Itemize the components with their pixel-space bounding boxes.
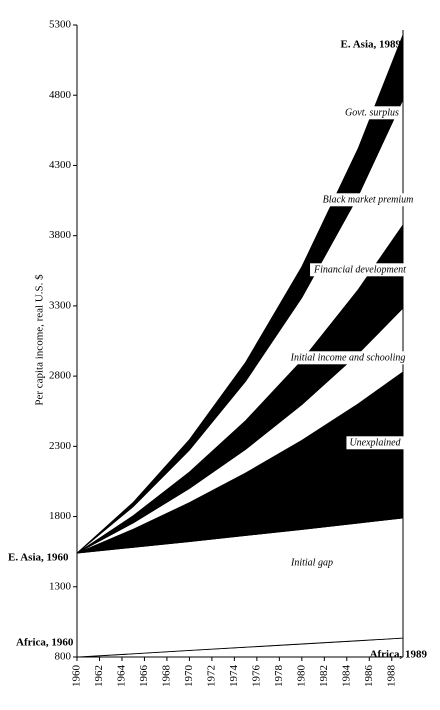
x-tick-label: 1980 (295, 665, 307, 688)
x-tick-label: 1964 (115, 665, 127, 688)
segment-label: Unexplained (349, 437, 401, 448)
y-tick-label: 1300 (49, 580, 72, 592)
y-tick-label: 3300 (49, 299, 72, 311)
x-tick-label: 1986 (363, 665, 375, 688)
x-tick-label: 1974 (228, 665, 240, 688)
y-tick-label: 2300 (49, 440, 72, 452)
y-axis-label: Per capita income, real U.S. $ (34, 274, 46, 406)
annotation: E. Asia, 1989 (340, 39, 401, 51)
y-tick-label: 4300 (49, 159, 72, 171)
y-tick-label: 5300 (49, 19, 72, 31)
segment-label: Initial gap (290, 557, 333, 568)
annotation: Africa, 1989 (370, 649, 428, 661)
annotation: Africa, 1960 (16, 637, 74, 649)
y-tick-label: 3800 (49, 229, 72, 241)
x-tick-label: 1984 (340, 665, 352, 688)
segment-label: Black market premium (323, 194, 414, 205)
y-tick-label: 2800 (49, 370, 72, 382)
label-box (310, 263, 410, 277)
x-tick-label: 1988 (385, 665, 397, 688)
x-tick-label: 1968 (160, 665, 172, 688)
x-tick-label: 1966 (138, 665, 150, 688)
x-tick-label: 1962 (93, 665, 105, 687)
y-tick-label: 800 (55, 651, 72, 663)
label-box (342, 106, 403, 120)
x-tick-label: 1982 (318, 665, 330, 687)
segment-label: Govt. surplus (345, 107, 399, 118)
y-tick-label: 4800 (49, 89, 72, 101)
label-box (346, 436, 405, 450)
x-tick-label: 1960 (71, 665, 83, 688)
annotation: E. Asia, 1960 (8, 552, 69, 564)
segment-label: Initial income and schooling (290, 352, 406, 363)
x-tick-label: 1976 (250, 665, 262, 688)
label-box (319, 193, 417, 207)
label-box (286, 351, 409, 365)
y-tick-label: 1800 (49, 510, 72, 522)
x-tick-label: 1978 (273, 665, 285, 688)
segment-label: Financial development (313, 264, 406, 275)
x-tick-label: 1970 (183, 665, 195, 688)
x-tick-label: 1972 (205, 665, 217, 687)
